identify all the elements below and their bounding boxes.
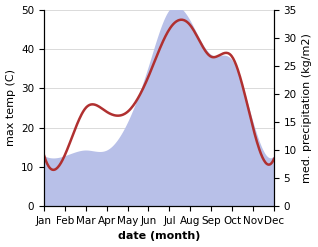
X-axis label: date (month): date (month) <box>118 231 200 242</box>
Y-axis label: max temp (C): max temp (C) <box>5 69 16 146</box>
Y-axis label: med. precipitation (kg/m2): med. precipitation (kg/m2) <box>302 33 313 183</box>
